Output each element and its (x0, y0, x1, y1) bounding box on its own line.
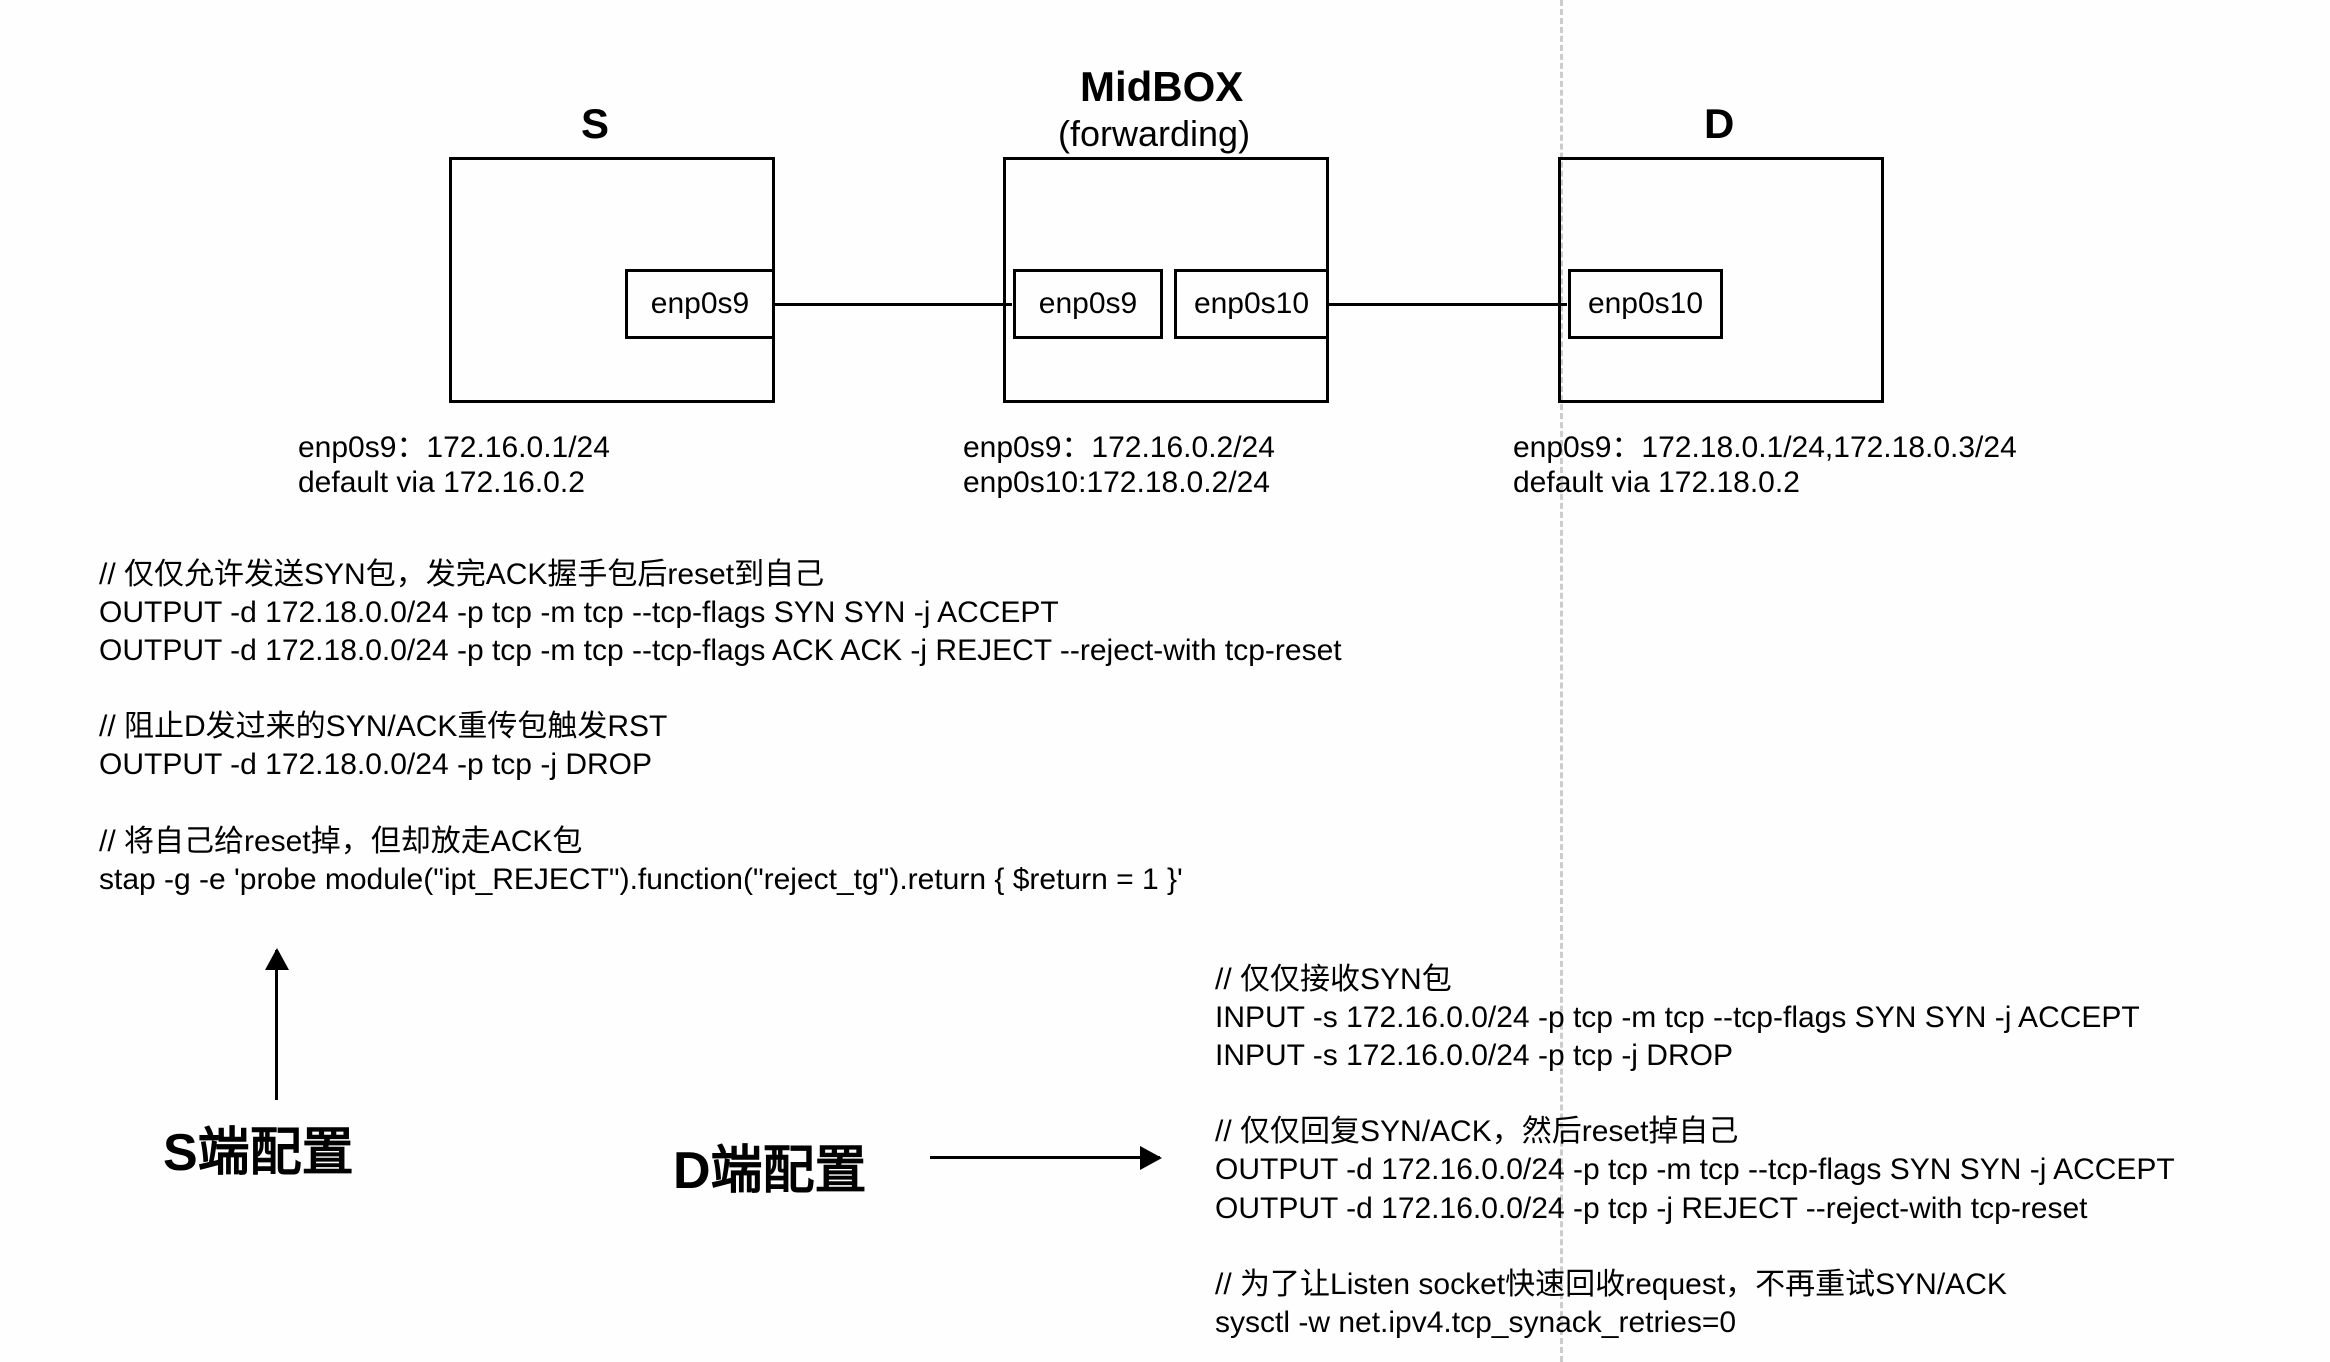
arrow-d-config (930, 1156, 1160, 1159)
node-mid-info: enp0s9：172.16.0.2/24 enp0s10:172.18.0.2/… (963, 422, 1275, 500)
node-d-title: D (1704, 100, 1734, 148)
node-mid-title: MidBOX (1080, 63, 1243, 111)
diagram-canvas: S enp0s9 enp0s9：172.16.0.1/24 default vi… (0, 0, 2330, 1362)
s-config-code: // 仅仅允许发送SYN包，发完ACK握手包后reset到自己 OUTPUT -… (99, 556, 1342, 899)
iface-mid-enp0s9: enp0s9 (1013, 269, 1163, 339)
d-config-code: // 仅仅接收SYN包 INPUT -s 172.16.0.0/24 -p tc… (1215, 961, 2175, 1342)
node-d-info: enp0s9：172.18.0.1/24,172.18.0.3/24 defau… (1513, 422, 2017, 500)
node-s-info: enp0s9：172.16.0.1/24 default via 172.16.… (298, 422, 610, 500)
iface-d-enp0s10: enp0s10 (1568, 269, 1723, 339)
node-mid-subtitle: (forwarding) (1058, 113, 1250, 155)
link-mid-d (1329, 303, 1567, 306)
iface-mid-enp0s10: enp0s10 (1174, 269, 1329, 339)
node-s-title: S (581, 100, 609, 148)
label-s-config: S端配置 (163, 1110, 354, 1185)
link-s-mid (775, 303, 1012, 306)
arrow-s-config (275, 950, 278, 1100)
iface-s-enp0s9: enp0s9 (625, 269, 775, 339)
label-d-config: D端配置 (673, 1128, 867, 1203)
